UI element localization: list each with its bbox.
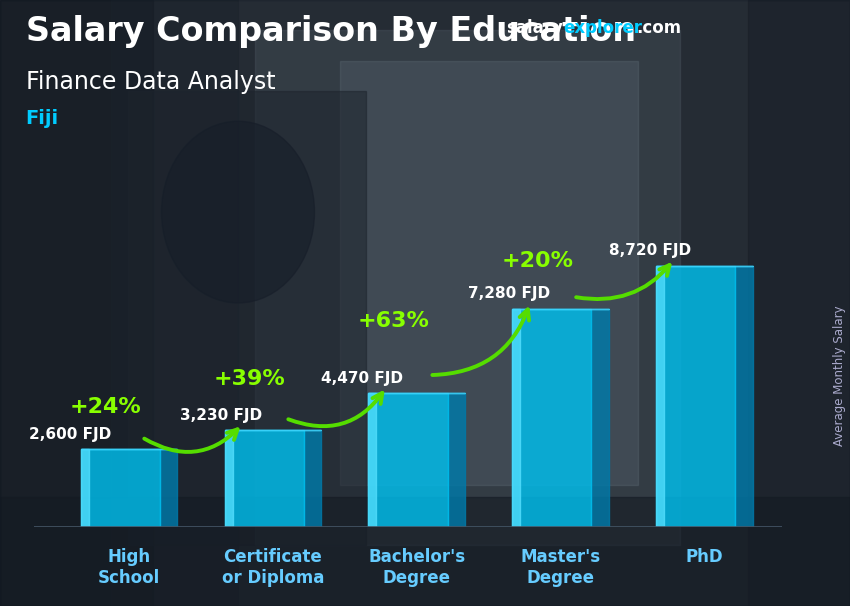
Bar [0, 0, 153, 606]
Polygon shape [735, 265, 752, 527]
Bar [513, 308, 592, 527]
Polygon shape [592, 308, 609, 527]
Bar [224, 430, 233, 527]
Bar [110, 0, 238, 606]
Text: +39%: +39% [214, 369, 286, 389]
Bar [224, 430, 303, 527]
Text: salary: salary [506, 19, 563, 38]
Text: PhD: PhD [686, 548, 723, 566]
Text: Certificate
or Diploma: Certificate or Diploma [222, 548, 324, 587]
Bar [513, 308, 520, 527]
Polygon shape [448, 393, 465, 527]
Text: +20%: +20% [502, 251, 574, 271]
Bar [255, 30, 680, 545]
Text: Salary Comparison By Education: Salary Comparison By Education [26, 15, 636, 48]
Text: 7,280 FJD: 7,280 FJD [468, 286, 550, 301]
Bar [0, 497, 850, 606]
Text: Master's
Degree: Master's Degree [520, 548, 601, 587]
Bar [656, 265, 735, 527]
Text: 3,230 FJD: 3,230 FJD [180, 408, 262, 423]
Text: +63%: +63% [358, 311, 429, 331]
Bar [128, 91, 366, 545]
Bar [656, 265, 664, 527]
Text: Finance Data Analyst: Finance Data Analyst [26, 70, 275, 94]
Text: High
School: High School [98, 548, 160, 587]
Text: Average Monthly Salary: Average Monthly Salary [833, 305, 846, 446]
Text: Fiji: Fiji [26, 109, 59, 128]
Polygon shape [160, 449, 178, 527]
Bar [81, 449, 88, 527]
Bar [368, 393, 377, 527]
Ellipse shape [162, 121, 314, 303]
Polygon shape [303, 430, 321, 527]
Bar [748, 0, 850, 606]
Text: 4,470 FJD: 4,470 FJD [321, 370, 403, 385]
Bar [368, 393, 448, 527]
Text: 2,600 FJD: 2,600 FJD [29, 427, 111, 442]
Bar [81, 449, 160, 527]
Text: 8,720 FJD: 8,720 FJD [609, 243, 691, 258]
Bar [340, 61, 638, 485]
Text: Bachelor's
Degree: Bachelor's Degree [368, 548, 465, 587]
Text: explorer: explorer [564, 19, 643, 38]
Text: +24%: +24% [70, 397, 142, 417]
Text: .com: .com [636, 19, 681, 38]
